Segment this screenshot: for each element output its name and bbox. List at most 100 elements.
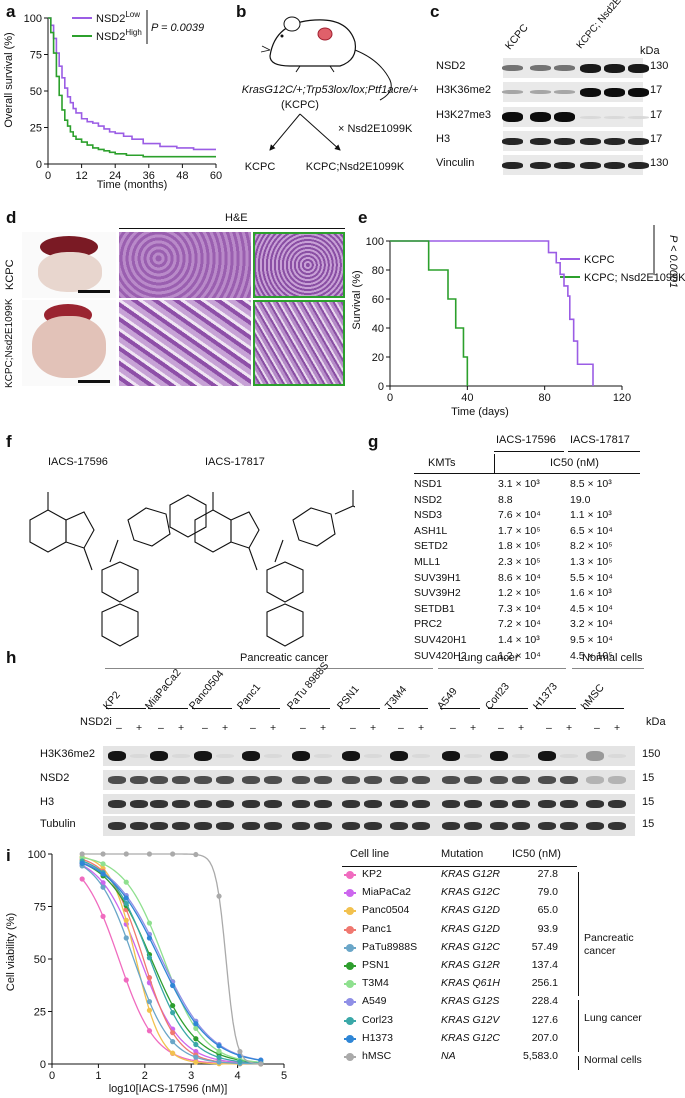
panel-g-ic50-17817: 5.5 × 10⁴ [570, 571, 613, 584]
panel-h-band [264, 800, 282, 808]
he-highmag-kcpc [253, 232, 345, 298]
panel-h-band [442, 751, 460, 761]
panel-h-minus-mark: – [158, 722, 164, 734]
panel-label-a: a [6, 2, 16, 21]
panel-e-xlabel: Time (days) [451, 406, 509, 418]
panel-i-legend-marker [346, 1016, 354, 1025]
panel-a-x-tick-label: 48 [176, 170, 188, 182]
panel-i-header-rule [342, 866, 577, 867]
panel-i-point [216, 1048, 222, 1054]
panel-e-y-tick-label: 60 [372, 294, 384, 306]
panel-i-legend-marker [346, 980, 354, 989]
panel-h-band [108, 822, 126, 830]
panel-c-band [604, 161, 625, 169]
panel-a-y-tick-label: 25 [30, 123, 42, 135]
panel-i-point [170, 982, 176, 989]
panel-h-band [172, 800, 190, 808]
panel-a-x-tick-label: 36 [143, 170, 155, 182]
panel-h-band [586, 751, 604, 761]
panel-i-point [146, 999, 153, 1005]
panel-c-band [604, 63, 625, 73]
panel-h-minus-mark: – [202, 722, 208, 734]
panel-label-b: b [236, 2, 247, 21]
structure-iacs-17817 [194, 490, 355, 647]
panel-c-band [580, 87, 601, 97]
panel-g-kmt-name: NSD2 [414, 493, 443, 506]
panel-i-point [170, 1010, 176, 1016]
panel-c-band [554, 137, 575, 145]
panel-label-c: c [430, 2, 440, 21]
panel-e-y-tick-label: 0 [378, 381, 384, 393]
panel-i-y-tick-label: 100 [28, 849, 46, 861]
panel-h-band [264, 776, 282, 784]
panel-h-band [442, 800, 460, 808]
pancreas-photo-kcpc [22, 232, 116, 298]
panel-h-band [108, 776, 126, 784]
panel-h-band [490, 776, 508, 784]
panel-i-point [193, 1025, 199, 1031]
panel-h-band [586, 776, 604, 784]
panel-c-band [604, 115, 625, 119]
panel-i-point [123, 935, 129, 941]
panel-a-pvalue: P = 0.0039 [151, 22, 204, 34]
panel-i-x-tick-label: 1 [95, 1070, 101, 1082]
panel-c-band [604, 87, 625, 97]
panel-h-lane-rule [192, 708, 232, 709]
panel-g-header-2: IACS-17817 [570, 434, 630, 446]
panel-h-band [412, 822, 430, 830]
panel-g-ic50-17817: 1.1 × 10³ [570, 509, 612, 522]
panel-i-point [193, 1021, 199, 1027]
panel-i-point [123, 977, 129, 983]
panel-i-point [146, 955, 153, 961]
panel-h-plus-mark: + [222, 722, 229, 734]
panel-h-category-pancreatic: Pancreatic cancer [240, 652, 329, 664]
panel-a-y-tick-label: 0 [36, 159, 42, 171]
panel-h-band [194, 822, 212, 830]
panel-h-band [464, 822, 482, 830]
panel-h-lane-rule [536, 708, 576, 709]
panel-g-kmt-name: SUV420H1 [414, 634, 467, 646]
panel-h-plus-mark: + [270, 722, 277, 734]
panel-i-point [100, 871, 106, 877]
panel-h-minus-mark: – [398, 722, 404, 734]
panel-b-genotype: KrasG12C/+;Trp53lox/lox;Ptf1acre/+ [242, 84, 419, 96]
panel-i-point [100, 884, 106, 890]
panel-g-header-1: IACS-17596 [496, 434, 556, 446]
panel-a-y-tick-label: 50 [30, 86, 42, 98]
panel-g-kmt-name: MLL1 [414, 556, 441, 568]
panel-i-cell-line-name: T3M4 [362, 977, 389, 990]
panel-i-y-tick-label: 25 [34, 1007, 46, 1019]
panel-e-x-tick-label: 0 [387, 392, 393, 404]
panel-i-point [123, 851, 129, 857]
panel-c-band [502, 90, 523, 94]
panel-g-ic50-17817: 4.5 × 10⁵ [570, 649, 613, 662]
panel-i-point [100, 880, 106, 886]
panel-g-ic50-17817: 1.3 × 10⁵ [570, 556, 613, 568]
panel-i-group-normal: Normal cells [584, 1054, 642, 1066]
panel-g-ic50-17596: 2.3 × 10⁵ [498, 556, 541, 568]
panel-h-minus-mark: – [116, 722, 122, 734]
panel-i-point [193, 1059, 199, 1065]
panel-h-plus-mark: + [370, 722, 377, 734]
panel-i-ic50: 65.0 [537, 904, 558, 917]
panel-i-cell-line-name: KP2 [362, 868, 382, 880]
panel-i-chart: Cell viability (%) log10[IACS-17596 (nM)… [5, 849, 287, 1095]
panel-e-x-tick-label: 120 [613, 392, 631, 404]
panel-i-point [100, 851, 106, 857]
panel-b-left-result: KCPC [245, 161, 276, 173]
panel-e-legend: KCPC KCPC; Nsd2E1099K [560, 254, 685, 284]
panel-h-kda-label: 150 [642, 748, 661, 760]
panel-i-point [237, 1059, 243, 1065]
panel-h-band [342, 776, 360, 784]
panel-h-band [538, 800, 556, 808]
panel-h-category-lung: Lung cancer [458, 652, 519, 664]
panel-i-ic50: 79.0 [537, 886, 558, 899]
panel-i-cell-line-name: H1373 [362, 1031, 393, 1044]
panel-h-band [490, 800, 508, 808]
panel-i-point [216, 893, 222, 899]
panel-h-minus-mark: – [450, 722, 456, 734]
panel-h-band [512, 822, 530, 830]
panel-h-band [130, 822, 148, 830]
panel-i-point [146, 920, 153, 926]
panel-g-ic50-17817: 8.5 × 10³ [570, 478, 612, 490]
